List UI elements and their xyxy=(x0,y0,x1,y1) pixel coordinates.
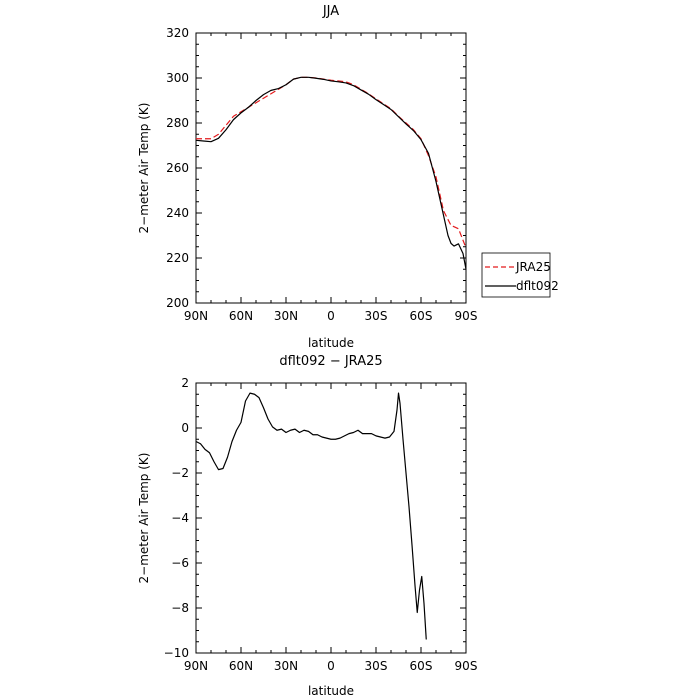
y-tick-label: 220 xyxy=(166,251,189,265)
series-line-dflt092 xyxy=(195,76,467,270)
y-tick-label: 320 xyxy=(166,26,189,40)
y-tick-label: −10 xyxy=(164,646,189,660)
x-tick-label: 90N xyxy=(184,309,208,323)
top-plot-area: 90N 60N 30N 0 30S 60S 90S 200 220 240 260 280 300 320 xyxy=(166,26,477,323)
top-chart: JJA 90N 60N 30N 0 30S 60S 90S 200 220 240 260 280 30… xyxy=(137,4,559,350)
x-tick-label: 30N xyxy=(274,659,298,673)
plot-frame xyxy=(195,32,467,304)
y-tick-label: 280 xyxy=(166,116,189,130)
x-tick-label: 60S xyxy=(410,659,433,673)
legend-box xyxy=(481,252,551,298)
y-tick-label: 200 xyxy=(166,296,189,310)
y-tick-label: −6 xyxy=(171,556,189,570)
y-tick-label: −4 xyxy=(171,511,189,525)
x-tick-label: 90S xyxy=(455,659,478,673)
x-tick-label: 90S xyxy=(455,309,478,323)
series-line-difference xyxy=(195,392,427,640)
top-x-axis-label: latitude xyxy=(308,336,354,350)
y-tick-label: 0 xyxy=(181,421,189,435)
y-tick-label: 300 xyxy=(166,71,189,85)
legend-label-dflt092: dflt092 xyxy=(516,279,559,293)
plot-frame xyxy=(195,382,467,654)
y-tick-label: −2 xyxy=(171,466,189,480)
x-tick-label: 30S xyxy=(365,309,388,323)
x-tick-label: 90N xyxy=(184,659,208,673)
bottom-chart-title: dflt092 − JRA25 xyxy=(279,354,382,369)
y-tick-label: 2 xyxy=(181,376,189,390)
x-tick-label: 30S xyxy=(365,659,388,673)
x-tick-label: 30N xyxy=(274,309,298,323)
bottom-chart: dflt092 − JRA25 90N 60N 30N 0 30S 60S 90S −10 −8… xyxy=(137,354,477,698)
x-tick-label: 0 xyxy=(327,309,335,323)
bottom-y-axis-label: 2−meter Air Temp (K) xyxy=(137,453,151,584)
bottom-plot-area: 90N 60N 30N 0 30S 60S 90S −10 −8 −6 −4 −2 0 2 xyxy=(164,376,478,673)
top-y-axis-label: 2−meter Air Temp (K) xyxy=(137,103,151,234)
y-tick-label: 260 xyxy=(166,161,189,175)
series-line-jra25 xyxy=(196,76,467,249)
top-chart-title: JJA xyxy=(322,4,339,19)
x-tick-label: 60N xyxy=(229,309,253,323)
y-tick-label: 240 xyxy=(166,206,189,220)
bottom-x-axis-label: latitude xyxy=(308,684,354,698)
y-tick-label: −8 xyxy=(171,601,189,615)
x-tick-label: 60N xyxy=(229,659,253,673)
x-tick-label: 0 xyxy=(327,659,335,673)
x-tick-label: 60S xyxy=(410,309,433,323)
legend-label-jra25: JRA25 xyxy=(515,260,551,274)
legend: JRA25 dflt092 xyxy=(481,252,559,298)
